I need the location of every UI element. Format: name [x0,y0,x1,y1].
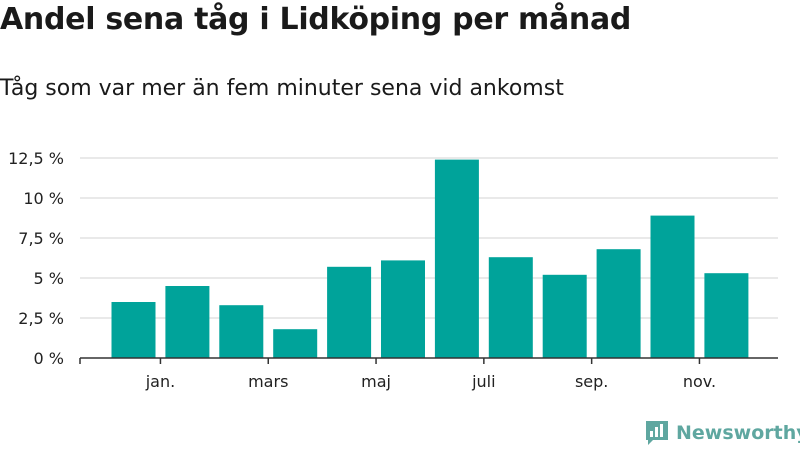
y-tick-label: 0 % [34,349,64,368]
bar-juni [381,260,425,358]
y-tick-label: 12,5 % [8,149,64,168]
bar-feb. [165,286,210,358]
y-tick-label: 10 % [23,189,64,208]
brand-logo: Newsworthy [644,419,800,447]
bar-aug. [488,257,533,358]
bar-juli [434,159,479,358]
chart-subtitle: Tåg som var mer än fem minuter sena vid … [0,76,564,101]
bar-jan. [111,302,156,358]
bar-chart-speech-bubble-icon [646,421,668,445]
bar-okt. [596,249,641,358]
bar-maj [327,266,372,358]
bar-dec. [704,273,749,358]
x-tick-label: juli [471,372,495,391]
bar-nov. [650,215,695,358]
x-tick-label: maj [361,372,391,391]
chart-title: Andel sena tåg i Lidköping per månad [0,2,632,37]
y-tick-label: 7,5 % [18,229,64,248]
x-tick-label: sep. [575,372,608,391]
y-tick-label: 2,5 % [18,309,64,328]
bar-apr. [273,329,318,358]
x-tick-label: nov. [683,372,716,391]
bar-mars [219,305,264,358]
x-tick-label: jan. [145,372,175,391]
bar-sep. [542,274,587,358]
x-tick-label: mars [248,372,288,391]
y-tick-label: 5 % [34,269,64,288]
brand-name: Newsworthy [676,422,800,444]
